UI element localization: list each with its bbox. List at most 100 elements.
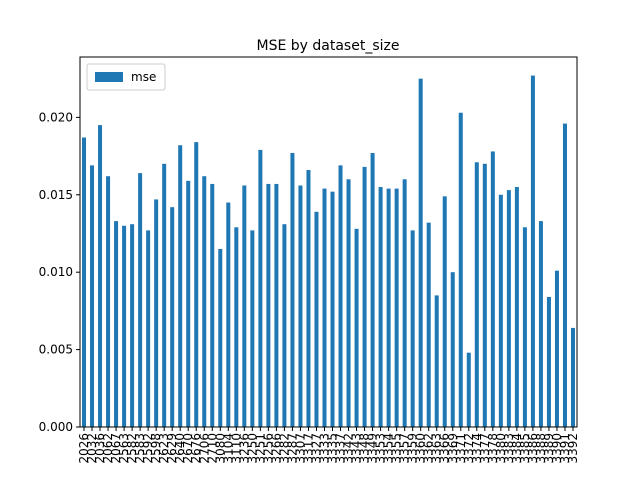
x-tick-label: 3256 bbox=[261, 433, 275, 464]
x-tick-label: 2706 bbox=[197, 433, 211, 464]
y-tick-label: 0.020 bbox=[39, 110, 73, 124]
bar bbox=[210, 183, 215, 427]
bar bbox=[498, 194, 503, 427]
legend-box bbox=[86, 63, 166, 91]
bar bbox=[386, 188, 391, 427]
bar bbox=[266, 183, 271, 427]
x-tick-label: 2592 bbox=[141, 433, 155, 464]
bar bbox=[258, 149, 263, 427]
x-tick-label: 2032 bbox=[85, 433, 99, 464]
bar bbox=[122, 225, 127, 427]
bar bbox=[90, 165, 95, 427]
x-tick-label: 2670 bbox=[181, 433, 195, 464]
x-tick-label: 3360 bbox=[414, 433, 428, 464]
x-tick-label: 2582 bbox=[125, 433, 139, 464]
x-tick-label: 2640 bbox=[173, 433, 187, 464]
x-tick-label: 2598 bbox=[149, 433, 163, 464]
bar bbox=[114, 221, 119, 427]
x-tick-label: 3307 bbox=[293, 433, 307, 464]
x-tick-label: 3359 bbox=[406, 433, 420, 464]
x-tick-label: 2676 bbox=[189, 433, 203, 464]
legend-label: mse bbox=[131, 70, 156, 84]
bar bbox=[194, 142, 199, 428]
bar bbox=[282, 224, 287, 427]
x-tick-label: 2710 bbox=[205, 433, 219, 464]
bar bbox=[138, 173, 143, 427]
bar bbox=[410, 230, 415, 427]
bar bbox=[434, 295, 439, 427]
chart-title: MSE by dataset_size bbox=[257, 38, 400, 54]
bar bbox=[186, 180, 191, 427]
x-tick-label: 3377 bbox=[478, 433, 492, 464]
x-tick-label: 3385 bbox=[518, 433, 532, 464]
bar bbox=[474, 162, 479, 427]
bar bbox=[130, 224, 135, 427]
x-tick-label: 3383 bbox=[502, 433, 516, 464]
bar bbox=[250, 230, 255, 427]
x-tick-label: 2583 bbox=[133, 433, 147, 464]
x-tick-label: 3362 bbox=[422, 433, 436, 464]
bar bbox=[466, 352, 471, 427]
x-tick-label: 3353 bbox=[374, 433, 388, 464]
bar bbox=[322, 188, 327, 427]
x-tick-label: 3282 bbox=[277, 433, 291, 464]
bar bbox=[458, 112, 463, 428]
bar bbox=[570, 327, 575, 427]
bar bbox=[218, 248, 223, 427]
bar bbox=[402, 179, 407, 427]
legend-swatch bbox=[95, 72, 123, 82]
bar bbox=[170, 207, 175, 427]
x-tick-label: 3378 bbox=[486, 433, 500, 464]
bar bbox=[450, 272, 455, 427]
x-tick-label: 3104 bbox=[221, 433, 235, 464]
x-tick-label: 3348 bbox=[358, 433, 372, 464]
x-tick-label: 3349 bbox=[366, 433, 380, 464]
bar bbox=[202, 176, 207, 427]
bar bbox=[506, 190, 511, 427]
x-tick-label: 2067 bbox=[109, 433, 123, 464]
bar bbox=[562, 123, 567, 428]
bar bbox=[426, 222, 431, 427]
x-tick-label: 3236 bbox=[237, 433, 251, 464]
x-tick-label: 3355 bbox=[390, 433, 404, 464]
x-tick-label: 3354 bbox=[382, 433, 396, 464]
bar bbox=[298, 185, 303, 427]
bar bbox=[330, 191, 335, 427]
x-tick-label: 3369 bbox=[446, 433, 460, 464]
x-tick-label: 3392 bbox=[566, 433, 580, 464]
y-tick-label: 0.010 bbox=[39, 265, 73, 279]
x-tick-label: 3343 bbox=[350, 433, 364, 464]
bar bbox=[394, 188, 399, 427]
x-tick-label: 3342 bbox=[342, 433, 356, 464]
bar bbox=[514, 187, 519, 427]
bar bbox=[306, 170, 311, 427]
x-tick-label: 3366 bbox=[438, 433, 452, 464]
x-tick-label: 3251 bbox=[253, 433, 267, 464]
bar bbox=[490, 151, 495, 427]
bar bbox=[538, 221, 543, 427]
x-tick-label: 3380 bbox=[494, 433, 508, 464]
bar bbox=[522, 227, 527, 427]
x-tick-label: 3110 bbox=[229, 433, 243, 464]
bar bbox=[290, 152, 295, 427]
x-tick-label: 3317 bbox=[301, 433, 315, 464]
x-tick-label: 3371 bbox=[454, 433, 468, 464]
x-tick-label: 3372 bbox=[462, 433, 476, 464]
bar bbox=[82, 137, 87, 428]
x-tick-label: 3391 bbox=[558, 433, 572, 464]
x-tick-label: 3080 bbox=[213, 433, 227, 464]
x-tick-label: 3327 bbox=[309, 433, 323, 464]
bar bbox=[162, 163, 167, 428]
bar bbox=[242, 185, 247, 427]
x-tick-label: 2629 bbox=[165, 433, 179, 464]
x-tick-label: 3388 bbox=[534, 433, 548, 464]
bar bbox=[146, 230, 151, 427]
x-tick-label: 3337 bbox=[334, 433, 348, 464]
x-tick-label: 2026 bbox=[77, 433, 91, 464]
x-tick-label: 2062 bbox=[101, 433, 115, 464]
x-tick-label: 3374 bbox=[470, 433, 484, 464]
x-tick-label: 3357 bbox=[398, 433, 412, 464]
y-tick-label: 0.015 bbox=[39, 188, 73, 202]
bar bbox=[178, 145, 183, 427]
bar bbox=[106, 176, 111, 427]
